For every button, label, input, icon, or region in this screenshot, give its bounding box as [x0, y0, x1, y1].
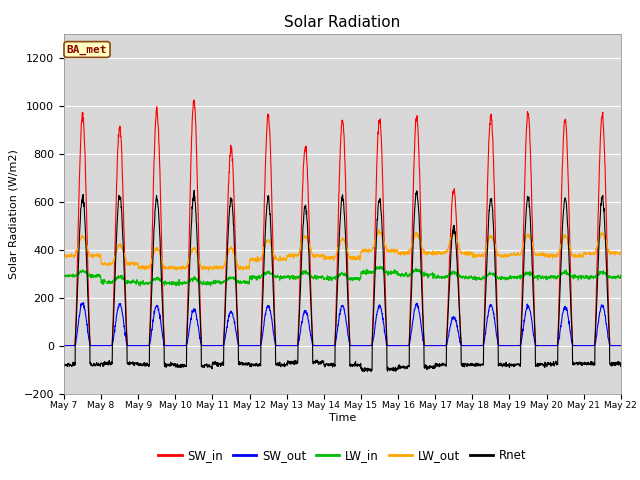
LW_out	[120, 247, 127, 252]
Line: SW_in: SW_in	[64, 100, 640, 346]
Text: BA_met: BA_met	[67, 44, 108, 55]
Rnet	[248, 362, 255, 368]
Rnet	[540, 362, 548, 368]
SW_out	[248, 343, 255, 348]
SW_out	[540, 343, 548, 348]
LW_in	[120, 276, 127, 281]
Legend: SW_in, SW_out, LW_in, LW_out, Rnet: SW_in, SW_out, LW_in, LW_out, Rnet	[153, 444, 532, 467]
SW_in	[397, 343, 404, 348]
Rnet	[573, 360, 581, 366]
LW_out	[60, 253, 68, 259]
LW_in	[136, 283, 144, 289]
SW_out	[120, 316, 127, 322]
SW_out	[60, 343, 68, 348]
X-axis label: Time: Time	[329, 413, 356, 423]
Rnet	[120, 243, 127, 249]
LW_in	[248, 273, 255, 279]
LW_out	[205, 267, 212, 273]
SW_out	[573, 343, 581, 348]
Line: Rnet: Rnet	[64, 188, 640, 372]
Rnet	[364, 369, 371, 374]
LW_out	[375, 227, 383, 232]
Rnet	[636, 185, 640, 191]
LW_in	[397, 272, 405, 278]
LW_in	[540, 275, 548, 280]
Line: SW_out: SW_out	[64, 300, 640, 346]
SW_in	[540, 343, 548, 348]
Title: Solar Radiation: Solar Radiation	[284, 15, 401, 30]
Rnet	[397, 365, 404, 371]
SW_in	[248, 343, 255, 348]
LW_out	[574, 252, 582, 258]
SW_in	[120, 202, 127, 208]
LW_out	[540, 252, 548, 258]
SW_in	[190, 97, 198, 103]
LW_in	[376, 264, 384, 269]
LW_out	[248, 258, 255, 264]
LW_out	[397, 252, 405, 258]
Line: LW_out: LW_out	[64, 229, 640, 270]
SW_in	[573, 343, 581, 348]
SW_out	[397, 343, 404, 348]
LW_in	[60, 273, 68, 278]
SW_out	[636, 297, 640, 302]
Line: LW_in: LW_in	[64, 266, 640, 286]
LW_in	[574, 275, 582, 280]
Y-axis label: Solar Radiation (W/m2): Solar Radiation (W/m2)	[8, 149, 18, 278]
SW_in	[60, 343, 68, 348]
Rnet	[60, 361, 68, 367]
